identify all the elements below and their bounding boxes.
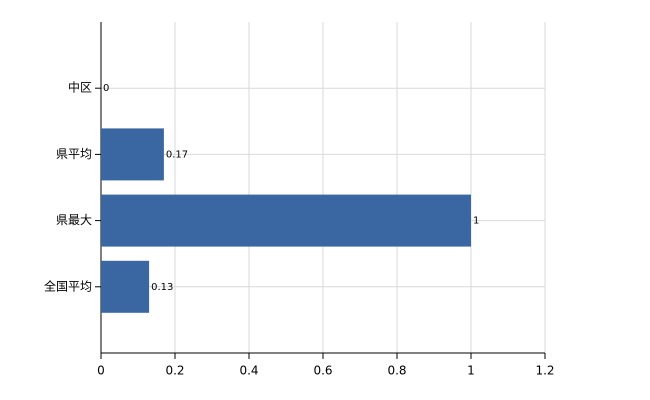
y-tick-label: 全国平均 (44, 278, 92, 293)
y-tick-label: 中区 (68, 80, 92, 95)
value-label: 0 (103, 83, 109, 94)
bar (101, 128, 164, 181)
x-tick-label: 0.4 (239, 364, 258, 378)
x-tick-label: 0 (97, 364, 105, 378)
x-tick-label: 0.6 (313, 364, 332, 378)
x-tick-label: 0.8 (387, 364, 406, 378)
value-label: 0.17 (166, 149, 188, 160)
bar (101, 194, 471, 247)
value-label: 0.13 (151, 282, 173, 293)
x-tick-label: 1 (467, 364, 475, 378)
x-tick-label: 0.2 (165, 364, 184, 378)
x-tick-label: 1.2 (535, 364, 554, 378)
bar (101, 260, 150, 313)
y-tick-label: 県平均 (56, 147, 92, 161)
value-label: 1 (473, 216, 479, 227)
y-tick-label: 県最大 (56, 213, 92, 227)
